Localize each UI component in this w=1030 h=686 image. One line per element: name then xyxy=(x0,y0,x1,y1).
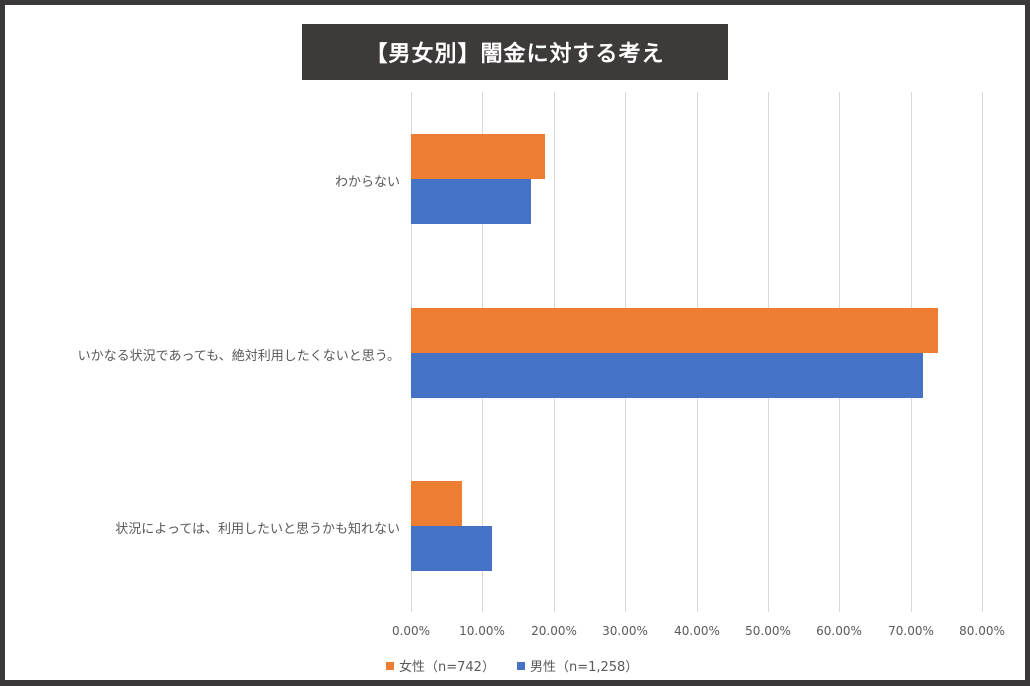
x-tick-label: 40.00% xyxy=(674,624,720,638)
x-tick-label: 10.00% xyxy=(459,624,505,638)
legend-item-female: 女性（n=742） xyxy=(386,656,495,675)
x-tick-label: 50.00% xyxy=(745,624,791,638)
bar-female xyxy=(411,481,462,526)
x-tick-label: 80.00% xyxy=(959,624,1005,638)
legend-swatch-female xyxy=(386,661,394,670)
bar-female xyxy=(411,308,938,353)
bar-female xyxy=(411,134,545,179)
x-tick-label: 60.00% xyxy=(816,624,862,638)
plot-area: 0.00% 10.00% 20.00% 30.00% 40.00% 50.00% 60.00… xyxy=(5,5,1025,680)
bar-male xyxy=(411,353,923,398)
x-tick-label: 0.00% xyxy=(391,624,431,638)
category-label: 状況によっては、利用したいと思うかも知れない xyxy=(115,522,400,537)
legend-item-male: 男性（n=1,258） xyxy=(516,656,639,675)
legend-label-male: 男性（n=1,258） xyxy=(529,660,639,675)
category-label: わからない xyxy=(334,175,400,190)
bar-male xyxy=(411,179,531,224)
legend-swatch-male xyxy=(516,661,525,670)
x-tick-label: 20.00% xyxy=(531,624,577,638)
chart-title-banner: 【男女別】闇金に対する考え xyxy=(302,24,728,80)
gridline xyxy=(982,92,983,612)
category-label: いかなる状況であっても、絶対利用したくないと思う。 xyxy=(77,349,400,364)
legend-label-female: 女性（n=742） xyxy=(399,660,495,675)
x-tick-label: 70.00% xyxy=(888,624,934,638)
chart-frame: 【男女別】闇金に対する考え 0.00% 10.00% 20.00% 30.00% 40.… xyxy=(5,5,1025,680)
legend: 女性（n=742） 男性（n=1,258） xyxy=(386,656,660,675)
bar-male xyxy=(411,526,492,571)
x-tick-label: 30.00% xyxy=(602,624,648,638)
chart-title: 【男女別】闇金に対する考え xyxy=(365,42,665,67)
